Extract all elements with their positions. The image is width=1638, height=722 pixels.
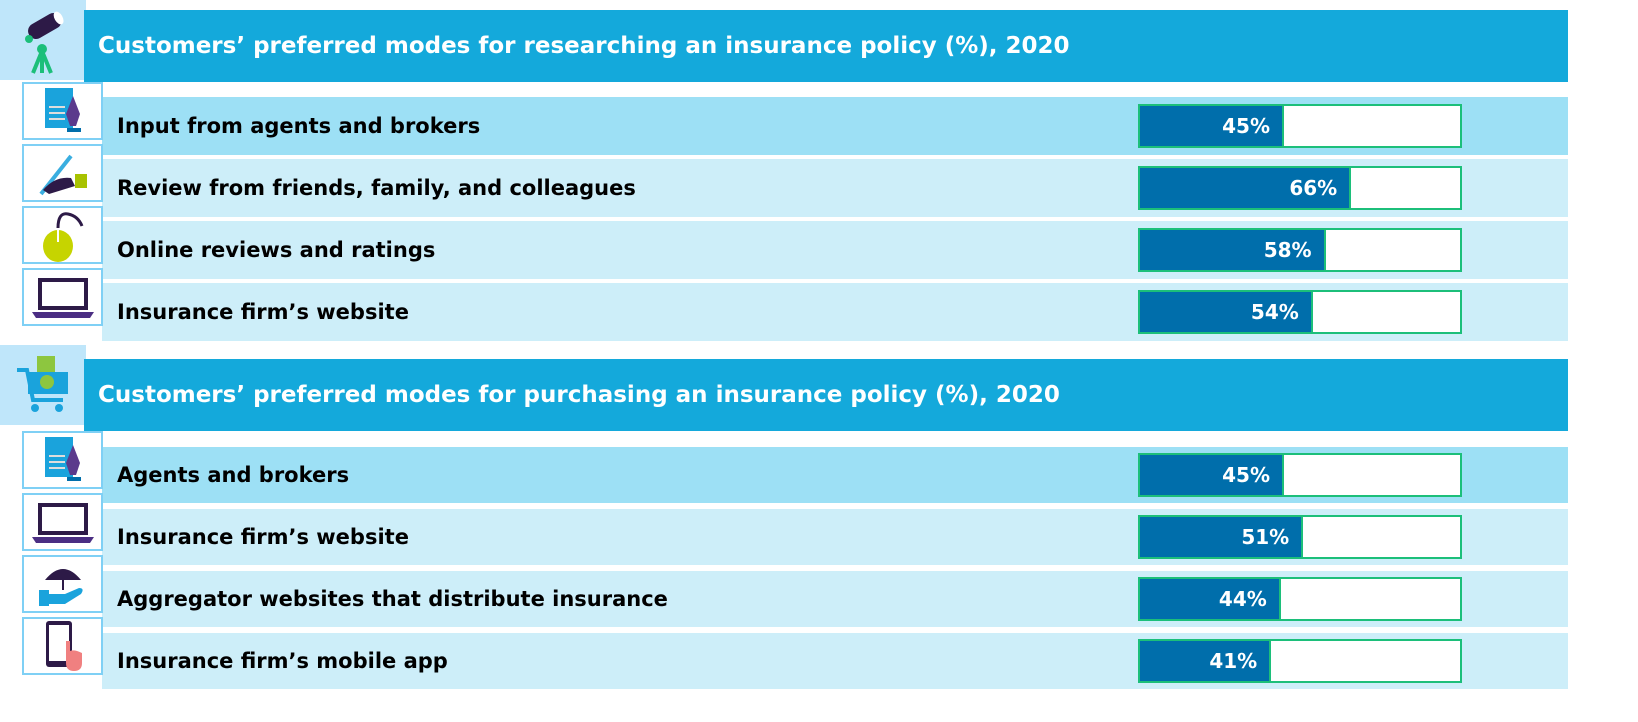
bar-track: 45% <box>1138 453 1462 497</box>
data-label: 58% <box>1263 238 1312 262</box>
bar: 58% <box>1140 230 1326 270</box>
category-label: Online reviews and ratings <box>117 238 436 262</box>
umbrella-hand-icon <box>22 555 103 613</box>
bar-row: Input from agents and brokers 45% <box>102 97 1568 155</box>
bar-track: 41% <box>1138 639 1462 683</box>
category-label: Insurance firm’s website <box>117 300 409 324</box>
data-label: 45% <box>1222 463 1270 487</box>
bar-track: 54% <box>1138 290 1462 334</box>
data-label: 44% <box>1218 587 1267 611</box>
category-label: Insurance firm’s mobile app <box>117 649 448 673</box>
document-pen-icon <box>22 82 103 140</box>
telescope-icon <box>0 0 86 80</box>
bar-row: Agents and brokers 45% <box>102 447 1568 503</box>
bar-row: Online reviews and ratings 58% <box>102 221 1568 279</box>
bar-row: Review from friends, family, and colleag… <box>102 159 1568 217</box>
bar: 54% <box>1140 292 1313 332</box>
bar-track: 45% <box>1138 104 1462 148</box>
bar-row: Aggregator websites that distribute insu… <box>102 571 1568 627</box>
laptop-icon <box>22 268 103 326</box>
data-label: 45% <box>1222 114 1270 138</box>
chart-title: Customers’ preferred modes for researchi… <box>84 10 1568 82</box>
mouse-icon <box>22 206 103 264</box>
category-label: Insurance firm’s website <box>117 525 409 549</box>
data-label: 66% <box>1289 176 1338 200</box>
bar: 45% <box>1140 455 1284 495</box>
laptop-icon <box>22 493 103 551</box>
bar: 44% <box>1140 579 1281 619</box>
bar: 41% <box>1140 641 1272 681</box>
category-label: Agents and brokers <box>117 463 350 487</box>
bar-track: 66% <box>1138 166 1462 210</box>
bar-row: Insurance firm’s website 51% <box>102 509 1568 565</box>
bar: 45% <box>1140 106 1284 146</box>
hand-writing-icon <box>22 144 103 202</box>
bar-track: 44% <box>1138 577 1462 621</box>
category-label: Aggregator websites that distribute insu… <box>117 587 668 611</box>
bar-row: Insurance firm’s website 54% <box>102 283 1568 341</box>
document-pen-icon <box>22 431 103 489</box>
bar: 51% <box>1140 517 1304 557</box>
bar: 66% <box>1140 168 1352 208</box>
category-label: Input from agents and brokers <box>117 114 481 138</box>
category-label: Review from friends, family, and colleag… <box>117 176 636 200</box>
mobile-tap-icon <box>22 617 103 675</box>
shopping-cart-icon <box>0 345 86 425</box>
bar-track: 58% <box>1138 228 1462 272</box>
data-label: 51% <box>1241 525 1290 549</box>
bar-row: Insurance firm’s mobile app 41% <box>102 633 1568 689</box>
data-label: 41% <box>1209 649 1258 673</box>
data-label: 54% <box>1250 300 1299 324</box>
chart-title: Customers’ preferred modes for purchasin… <box>84 359 1568 431</box>
bar-track: 51% <box>1138 515 1462 559</box>
